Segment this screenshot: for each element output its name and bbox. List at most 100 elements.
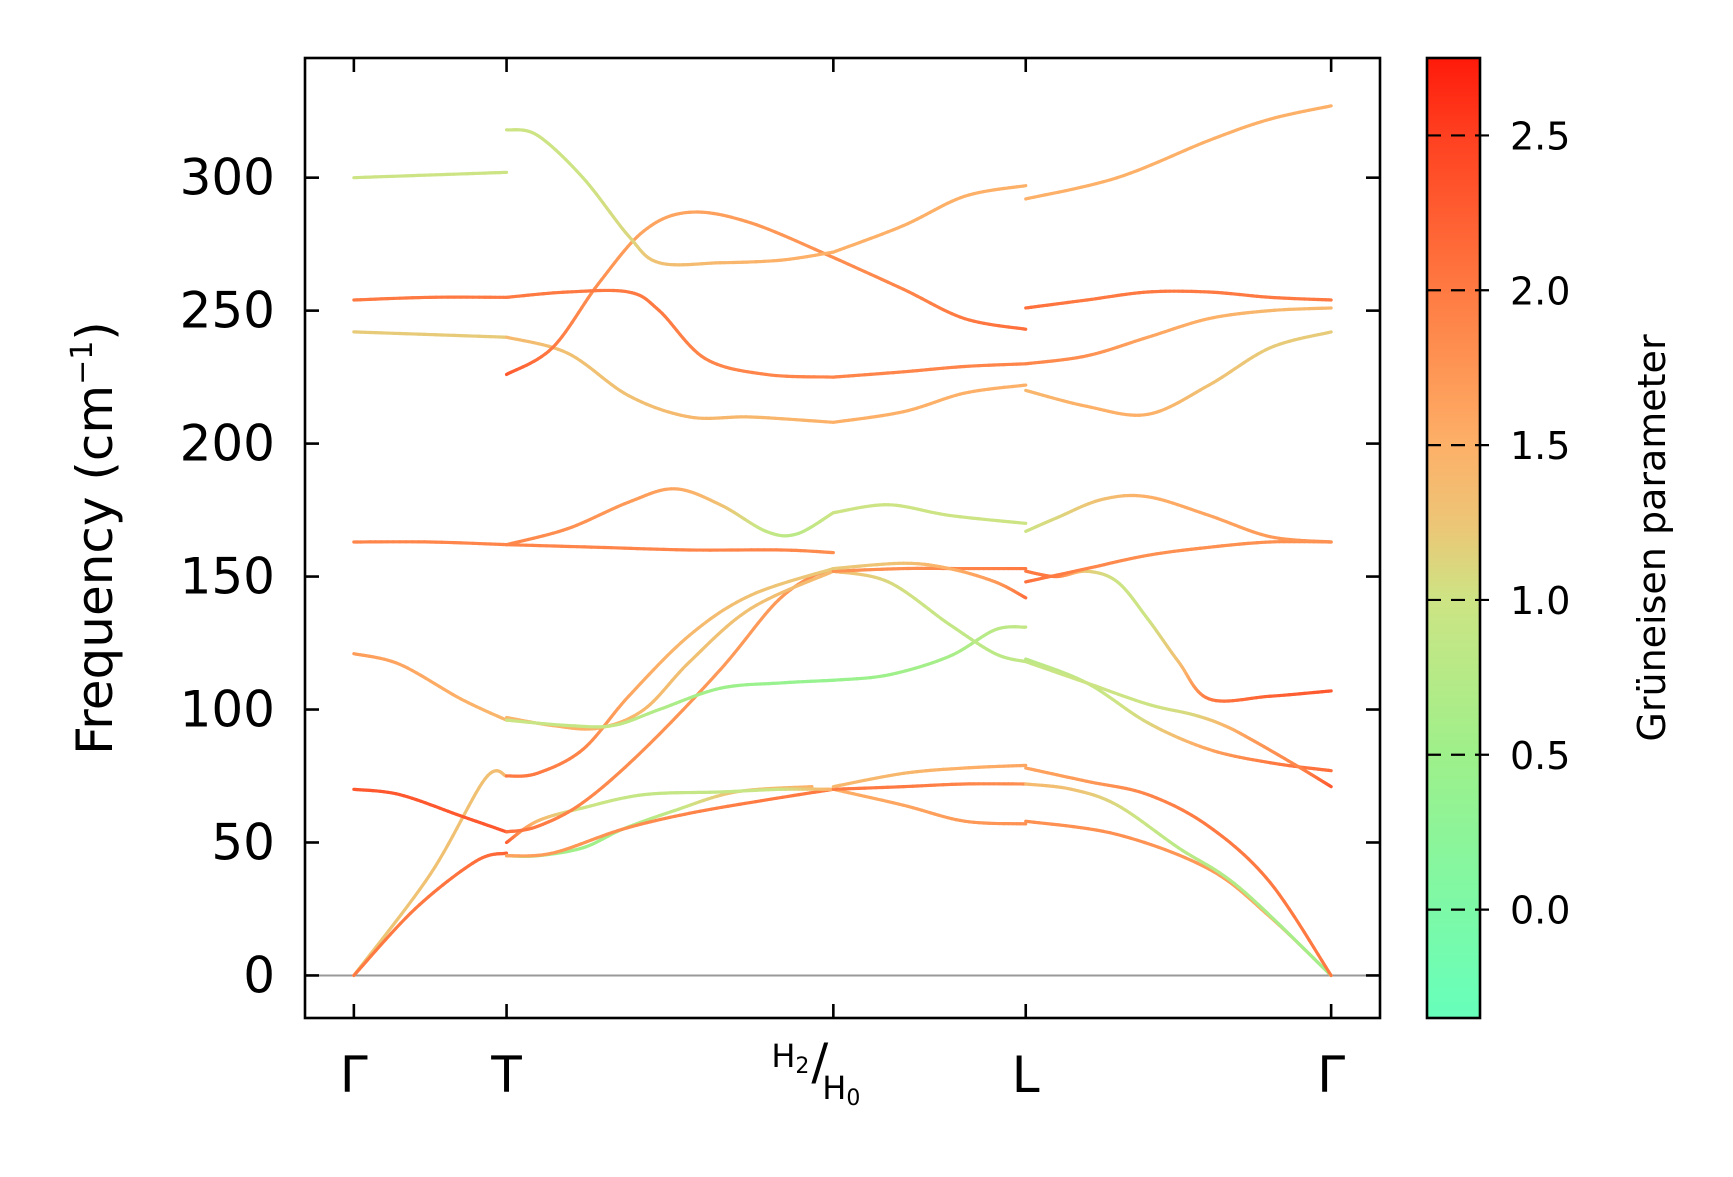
band-piece	[1327, 330, 1333, 335]
band-line	[504, 543, 835, 555]
band-line	[1024, 330, 1333, 417]
band-piece	[1327, 969, 1333, 978]
band-piece	[380, 929, 391, 941]
band-line	[831, 503, 1028, 525]
band-line	[1024, 104, 1333, 201]
band-piece	[387, 921, 397, 933]
band-piece	[1022, 595, 1028, 600]
band-line	[504, 787, 835, 858]
x-tick-label-part: 2	[795, 1054, 809, 1079]
y-tick-label: 300	[180, 149, 275, 207]
band-line	[831, 383, 1028, 424]
band-line	[831, 625, 1028, 682]
band-line	[352, 769, 509, 978]
band-piece	[1257, 903, 1268, 914]
x-tick-label: Γ	[340, 1046, 368, 1104]
band-piece	[1302, 947, 1313, 957]
band-line	[1024, 539, 1333, 584]
band-piece	[1279, 924, 1291, 936]
band-line	[831, 763, 1028, 789]
band-line	[831, 787, 1028, 826]
y-tick-label: 200	[180, 415, 275, 473]
band-line	[352, 330, 509, 339]
band-line	[831, 362, 1028, 379]
y-axis-label-exponent: −1	[65, 341, 100, 385]
band-piece	[374, 937, 384, 949]
band-line	[1024, 782, 1333, 978]
band-piece	[1272, 917, 1284, 929]
band-line	[1024, 660, 1333, 789]
band-piece	[1328, 784, 1333, 789]
colorbar-tick-label: 1.5	[1510, 424, 1570, 468]
band-line	[831, 566, 1028, 573]
band-line	[352, 652, 509, 722]
band-line	[831, 561, 1028, 600]
band-line	[1024, 493, 1333, 544]
band-piece	[1327, 104, 1333, 108]
y-tick-label: 150	[180, 548, 275, 606]
band-line	[1024, 569, 1333, 703]
y-axis-label-main: Frequency (cm	[66, 385, 124, 755]
y-tick-label: 50	[211, 813, 275, 871]
band-line	[504, 335, 835, 424]
band-piece	[1264, 910, 1276, 921]
band-line	[1024, 766, 1333, 978]
band-line	[831, 184, 1028, 254]
colorbar-tick-label: 1.0	[1510, 579, 1570, 623]
x-tick-label-fraction: H2/H0	[771, 1033, 860, 1111]
segment-T	[352, 170, 509, 978]
band-line	[504, 128, 835, 267]
colorbar-tick-label: 0.5	[1510, 734, 1570, 778]
band-line	[831, 569, 1028, 664]
y-tick-label: 0	[243, 946, 275, 1004]
band-piece	[412, 887, 422, 900]
band-line	[352, 170, 509, 180]
band-line	[504, 210, 835, 377]
colorbar-gradient	[1425, 56, 1482, 1020]
y-axis-label-close: )	[66, 321, 124, 341]
colorbar-tick-label: 0.0	[1510, 889, 1570, 933]
x-tick-label-part: /	[811, 1033, 828, 1091]
band-lines	[352, 104, 1333, 978]
y-tick-label: 100	[180, 681, 275, 739]
x-tick-label-part: 0	[846, 1086, 860, 1111]
band-line	[831, 255, 1028, 331]
band-piece	[406, 895, 416, 908]
band-line	[352, 540, 509, 547]
x-tick-label: Γ	[1317, 1046, 1345, 1104]
band-piece	[399, 904, 410, 916]
band-line	[1024, 657, 1333, 773]
band-line	[352, 295, 509, 302]
x-tick-label-part: H	[822, 1069, 846, 1107]
segment-HL	[831, 184, 1028, 826]
colorbar-tick-label: 2.5	[1510, 114, 1570, 158]
colorbar-label: Grüneisen parameter	[1630, 334, 1674, 742]
colorbar-ticks: 0.0 0.5 1.0 1.5 2.0 2.5	[1427, 114, 1570, 933]
colorbar: 0.0 0.5 1.0 1.5 2.0 2.5 Grüneisen parameter	[1425, 56, 1674, 1020]
band-line	[504, 487, 835, 547]
segment-L	[1024, 104, 1333, 978]
band-line	[831, 782, 1028, 791]
band-line	[504, 569, 835, 834]
band-line	[352, 787, 509, 834]
colorbar-tick-label: 2.0	[1510, 269, 1570, 313]
band-piece	[1287, 932, 1299, 944]
y-tick-label: 250	[180, 282, 275, 340]
band-piece	[1295, 939, 1306, 951]
x-tick-label-part: H	[771, 1037, 795, 1075]
band-line	[504, 566, 835, 778]
segment-TH	[504, 128, 835, 858]
band-line	[504, 787, 835, 845]
x-tick-label: T	[490, 1046, 522, 1104]
band-piece	[393, 912, 403, 925]
band-line	[1024, 819, 1333, 978]
band-line	[504, 678, 835, 729]
band-line	[1024, 306, 1333, 366]
y-axis-label: Frequency (cm−1)	[65, 321, 124, 755]
band-line	[1024, 289, 1333, 310]
plot-frame	[303, 56, 1382, 1020]
band-line	[352, 851, 509, 978]
x-tick-label: L	[1012, 1046, 1040, 1104]
